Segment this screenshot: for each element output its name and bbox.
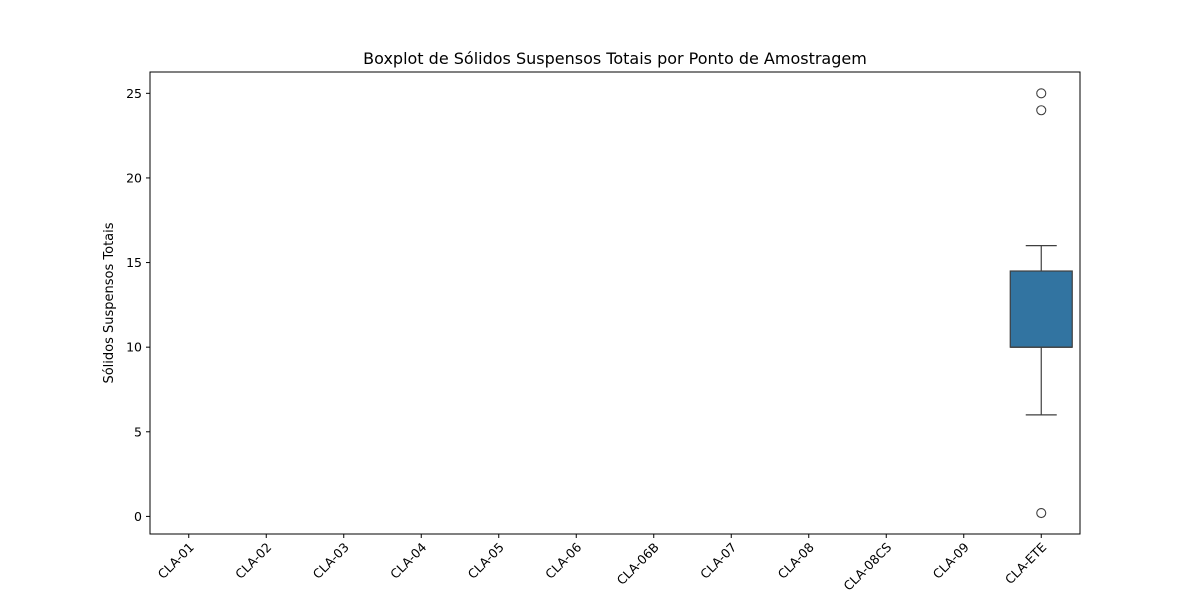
y-tick-label: 10 (126, 340, 142, 355)
x-tick-label: CLA-08 (775, 539, 817, 581)
x-tick-label: CLA-01 (155, 540, 197, 582)
x-tick-label: CLA-04 (387, 539, 429, 581)
box-cla-ete (1009, 88, 1073, 519)
outlier-point (1036, 507, 1047, 519)
x-tick-label: CLA-09 (930, 539, 972, 581)
chart-title: Boxplot de Sólidos Suspensos Totais por … (363, 49, 867, 68)
x-axis-ticks: CLA-01 CLA-02 CLA-03 CLA-04 CLA-05 CLA-06 CLA-… (155, 534, 1050, 593)
y-axis-ticks: 0 5 10 15 20 25 (126, 86, 150, 524)
x-tick-label: CLA-03 (310, 540, 352, 582)
y-tick-label: 25 (126, 86, 142, 101)
y-tick-label: 15 (126, 255, 142, 270)
outlier-point (1036, 88, 1047, 99)
x-tick-label: CLA-06 (542, 539, 584, 581)
y-tick-label: 20 (126, 170, 142, 185)
x-tick-label: CLA-02 (232, 540, 274, 582)
y-tick-label: 0 (134, 509, 142, 524)
x-tick-label: CLA-08CS (840, 539, 894, 593)
y-axis-label: Sólidos Suspensos Totais (102, 222, 117, 383)
box-iqr (1009, 270, 1073, 348)
plot-frame (149, 71, 1081, 535)
x-tick-label: CLA-ETE (1002, 539, 1050, 587)
x-tick-label: CLA-07 (697, 540, 739, 582)
x-tick-label: CLA-05 (465, 540, 507, 582)
boxplot-boxes (1009, 88, 1073, 519)
y-tick-label: 5 (134, 424, 142, 439)
x-tick-label: CLA-06B (614, 540, 662, 588)
outlier-point (1036, 105, 1047, 116)
